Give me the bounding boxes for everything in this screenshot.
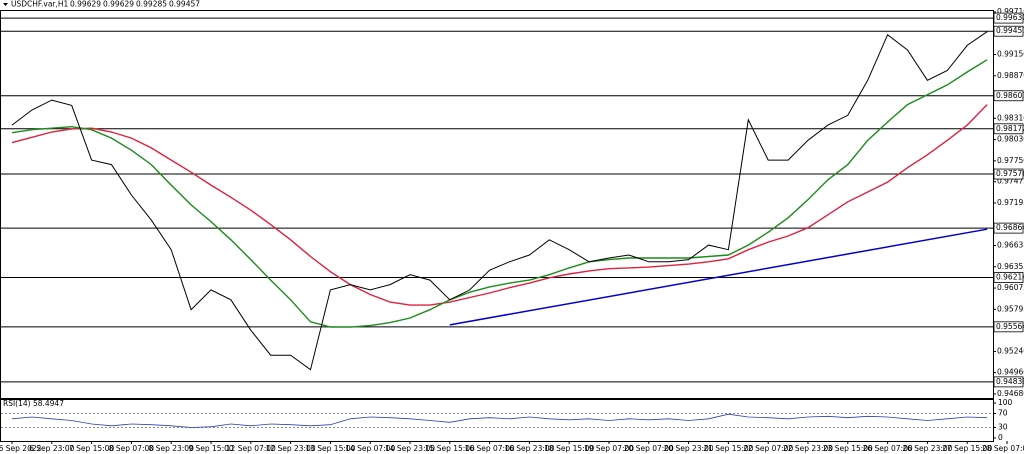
level-label-box bbox=[993, 321, 1024, 333]
level-label: 0.94839 bbox=[996, 377, 1024, 386]
rsi-title: RSI(14) 58.4947 bbox=[3, 399, 64, 408]
ohlc-value: 0.99457 bbox=[169, 0, 200, 9]
x-tick-label: 19 Sep 07:00 bbox=[584, 444, 634, 453]
rsi-tick-label: 100 bbox=[998, 398, 1013, 407]
level-label: 0.99457 bbox=[996, 26, 1024, 35]
x-tick-label: 20 Sep 07:00 bbox=[624, 444, 674, 453]
moving-average bbox=[11, 104, 988, 306]
x-tick-label: 8 Sep 23:00 bbox=[149, 444, 195, 453]
x-tick-label: 14 Sep 23:00 bbox=[385, 444, 435, 453]
y-tick-label: 0.97195 bbox=[997, 198, 1024, 207]
level-label-box bbox=[993, 123, 1024, 135]
x-tick-label: 20 Sep 23:00 bbox=[664, 444, 714, 453]
x-tick-label: 12 Sep 23:00 bbox=[266, 444, 316, 453]
x-tick-label: 18 Sep 15:00 bbox=[544, 444, 594, 453]
rsi-panel bbox=[0, 399, 994, 442]
x-tick-label: 23 Sep 15:00 bbox=[823, 444, 873, 453]
menu-arrow[interactable] bbox=[3, 3, 8, 6]
x-tick-label: 26 Sep 07:00 bbox=[863, 444, 913, 453]
rsi-tick-label: 30 bbox=[998, 423, 1008, 432]
x-tick-label: 13 Sep 15:00 bbox=[305, 444, 355, 453]
main-panel bbox=[0, 10, 994, 399]
level-label-box bbox=[993, 90, 1024, 102]
x-tick-label: 6 Sep 23:00 bbox=[29, 444, 75, 453]
x-tick-label: 15 Sep 15:00 bbox=[425, 444, 475, 453]
level-label: 0.96214 bbox=[996, 272, 1024, 281]
level-label: 0.98172 bbox=[996, 124, 1024, 133]
x-tick-label: 27 Sep 15:00 bbox=[942, 444, 992, 453]
y-tick-label: 0.96075 bbox=[997, 283, 1024, 292]
x-tick-label: 28 Sep 07:00 bbox=[982, 444, 1024, 453]
x-tick-label: 8 Sep 07:00 bbox=[109, 444, 155, 453]
x-tick-label: 9 Sep 15:00 bbox=[188, 444, 234, 453]
ohlc-value: 0.99285 bbox=[136, 0, 167, 9]
x-tick-label: 6 Sep 2022 bbox=[0, 444, 42, 453]
level-label-box bbox=[993, 168, 1024, 180]
y-tick-label: 0.97475 bbox=[997, 177, 1024, 186]
x-tick-label: 12 Sep 07:00 bbox=[226, 444, 276, 453]
level-label: 0.96864 bbox=[996, 223, 1024, 232]
y-tick-label: 0.95795 bbox=[997, 304, 1024, 313]
ohlc-value: 0.99629 bbox=[103, 0, 134, 9]
moving-average bbox=[11, 59, 988, 328]
x-tick-label: 22 Sep 23:00 bbox=[783, 444, 833, 453]
x-tick-label: 7 Sep 15:00 bbox=[69, 444, 115, 453]
level-label: 0.99630 bbox=[996, 13, 1024, 22]
level-label: 0.95564 bbox=[996, 322, 1024, 331]
level-label-box bbox=[993, 222, 1024, 234]
price-line bbox=[11, 31, 988, 371]
x-tick-label: 26 Sep 23:00 bbox=[902, 444, 952, 453]
level-label: 0.97576 bbox=[996, 169, 1024, 178]
ohlc: 0.99629 0.99629 0.99285 0.99457 bbox=[70, 0, 200, 9]
level-label-box bbox=[993, 25, 1024, 37]
level-label-box bbox=[993, 272, 1024, 283]
rsi-tick-label: 70 bbox=[998, 409, 1008, 418]
rsi-tick-label: 0 bbox=[998, 433, 1003, 442]
x-tick-label: 21 Sep 15:00 bbox=[703, 444, 753, 453]
y-tick-label: 0.96355 bbox=[997, 262, 1024, 271]
symbol: USDCHF.var,H1 bbox=[11, 0, 69, 9]
x-tick-label: 16 Sep 07:00 bbox=[465, 444, 515, 453]
y-tick-label: 0.96635 bbox=[997, 241, 1024, 250]
x-tick-label: 16 Sep 23:00 bbox=[504, 444, 554, 453]
level-label-box bbox=[993, 12, 1024, 24]
rsi-line bbox=[11, 413, 988, 428]
trendline bbox=[449, 228, 988, 326]
level-label-box bbox=[993, 376, 1024, 388]
x-tick-label: 14 Sep 07:00 bbox=[345, 444, 395, 453]
ohlc-value: 0.99629 bbox=[70, 0, 101, 9]
x-tick-label: 22 Sep 07:00 bbox=[743, 444, 793, 453]
level-label: 0.98607 bbox=[996, 91, 1024, 100]
